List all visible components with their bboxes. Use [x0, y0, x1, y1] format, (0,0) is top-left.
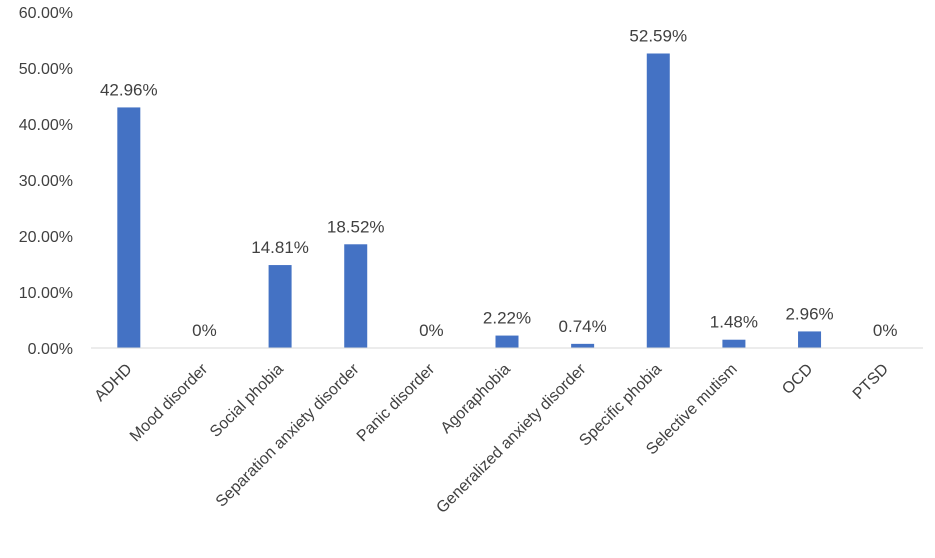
category-label: Specific phobia: [576, 361, 665, 450]
bar: [722, 339, 746, 348]
y-tick-label: 20.00%: [19, 229, 73, 246]
bar: [571, 343, 595, 348]
data-label: 2.96%: [785, 304, 833, 323]
y-axis: 0.00% 10.00% 20.00% 30.00% 40.00% 50.00% 60.00…: [19, 5, 73, 358]
bars: [117, 53, 822, 348]
data-label: 42.96%: [100, 80, 158, 99]
data-label: 0%: [419, 321, 444, 340]
bar: [344, 244, 368, 348]
data-labels: 42.96% 0% 14.81% 18.52% 0% 2.22% 0.74% 52.59% 1.…: [100, 26, 897, 340]
category-label: Separation anxiety disorder: [213, 360, 363, 510]
y-tick-label: 30.00%: [19, 173, 73, 190]
category-label: Agoraphobia: [438, 361, 514, 437]
bar: [646, 53, 670, 348]
data-label: 14.81%: [251, 238, 309, 257]
category-label: OCD: [779, 361, 816, 398]
y-tick-label: 10.00%: [19, 285, 73, 302]
category-label: Panic disorder: [354, 360, 439, 445]
data-label: 1.48%: [710, 313, 758, 332]
y-tick-label: 60.00%: [19, 5, 73, 22]
category-label: Social phobia: [207, 361, 287, 441]
data-label: 0%: [192, 321, 217, 340]
category-label: Mood disorder: [127, 360, 212, 445]
bar: [117, 107, 141, 348]
bar: [798, 331, 822, 348]
bar: [268, 265, 292, 348]
data-label: 0.74%: [559, 317, 607, 336]
data-label: 52.59%: [629, 26, 687, 45]
y-tick-label: 40.00%: [19, 117, 73, 134]
category-label: PTSD: [850, 361, 892, 403]
data-label: 18.52%: [327, 217, 385, 236]
y-tick-label: 0.00%: [28, 341, 73, 358]
data-label: 2.22%: [483, 309, 531, 328]
data-label: 0%: [873, 321, 898, 340]
bar: [495, 335, 519, 348]
y-tick-label: 50.00%: [19, 61, 73, 78]
category-label: ADHD: [92, 361, 136, 405]
category-label: Generalized anxiety disorder: [433, 360, 590, 517]
